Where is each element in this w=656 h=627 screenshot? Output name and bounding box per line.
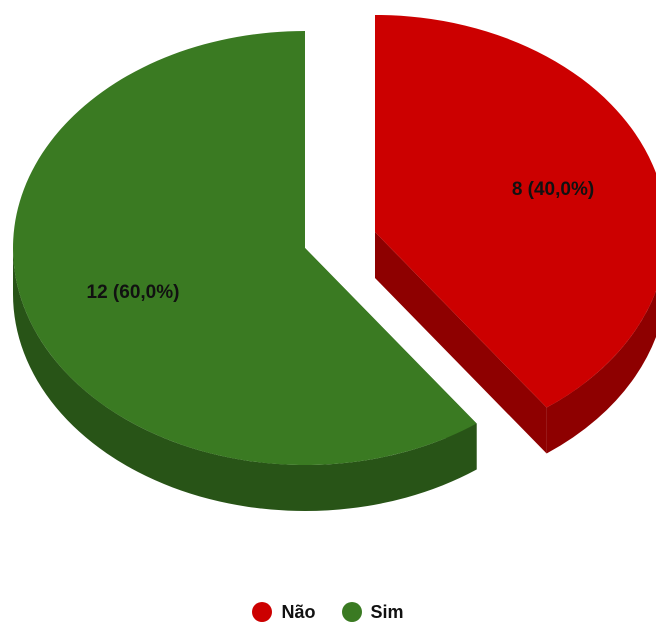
slice-label-n-o: 8 (40,0%): [512, 179, 594, 200]
pie-side-sim-2: [13, 248, 477, 512]
slice-label-sim: 12 (60,0%): [87, 282, 180, 303]
pie-side-n-o-2: [546, 290, 656, 454]
legend-swatch-sim: [341, 602, 362, 622]
pie-slice-labels: 8 (40,0%) 12 (60,0%): [87, 179, 595, 303]
pie-chart: 8 (40,0%) 12 (60,0%): [13, 15, 656, 512]
legend-label-sim: Sim: [370, 601, 404, 622]
legend-swatch-nao: [252, 602, 273, 622]
legend-item-nao[interactable]: Não: [252, 601, 316, 623]
chart-legend: Não Sim: [0, 600, 656, 624]
legend-label-nao: Não: [281, 601, 316, 622]
legend-item-sim[interactable]: Sim: [341, 601, 404, 623]
pie-slice-n-o[interactable]: [375, 15, 656, 408]
pie-slice-tops: [13, 15, 656, 465]
pie-slice-sim[interactable]: [13, 31, 477, 465]
pie-side-n-o-1: [375, 232, 547, 454]
